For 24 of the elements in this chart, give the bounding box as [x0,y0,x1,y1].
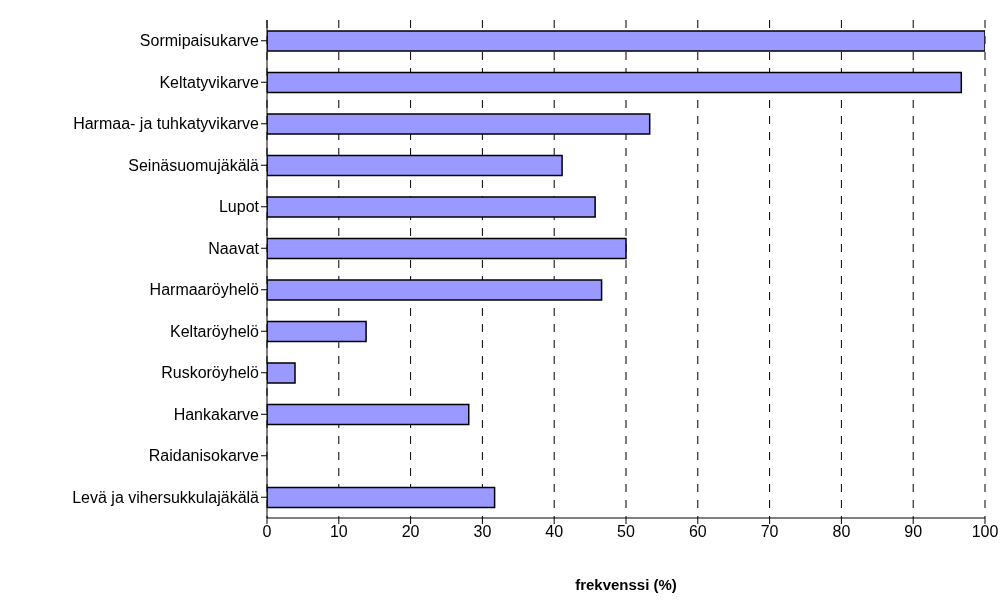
y-tick-label: Naavat [208,239,260,257]
y-tick-label: Keltatyvikarve [159,73,260,91]
y-tick-label: Hankakarve [173,405,260,423]
x-tick-label: 50 [617,523,635,541]
y-tick-label: Harmaaröyhelö [149,281,260,299]
x-axis-title: frekvenssi (%) [575,576,677,593]
y-tick-label: Harmaa- ja tuhkatyvikarve [73,115,260,133]
y-tick-label: Raidanisokarve [148,447,260,465]
x-tick-label: 100 [971,523,999,541]
x-tick-label: 0 [262,523,272,541]
x-tick-label: 30 [473,523,492,541]
y-tick-label: Levä ja vihersukkulajäkälä [72,488,260,506]
x-tick-label: 70 [760,523,779,541]
x-tick-label: 60 [688,523,707,541]
y-tick-label: Seinäsuomujäkälä [128,156,260,174]
y-tick-label: Ruskoröyhelö [161,364,260,382]
x-tick-label: 80 [832,523,851,541]
x-tick-label: 90 [904,523,923,541]
y-tick-label: Keltaröyhelö [170,322,260,340]
x-tick-label: 10 [329,523,348,541]
x-tick-label: 20 [401,523,420,541]
y-tick-label: Sormipaisukarve [139,32,260,50]
x-tick-label: 40 [545,523,564,541]
y-tick-label: Lupot [218,198,260,216]
